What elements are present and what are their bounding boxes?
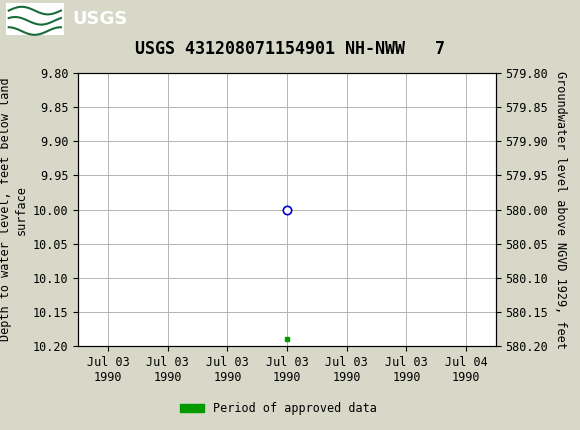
Y-axis label: Depth to water level, feet below land
surface: Depth to water level, feet below land su… <box>0 78 27 341</box>
Bar <box>6 3 64 35</box>
Legend: Period of approved data: Period of approved data <box>175 397 382 420</box>
Y-axis label: Groundwater level above NGVD 1929, feet: Groundwater level above NGVD 1929, feet <box>554 71 567 349</box>
Text: USGS: USGS <box>72 10 128 28</box>
Text: USGS 431208071154901 NH-NWW   7: USGS 431208071154901 NH-NWW 7 <box>135 40 445 58</box>
